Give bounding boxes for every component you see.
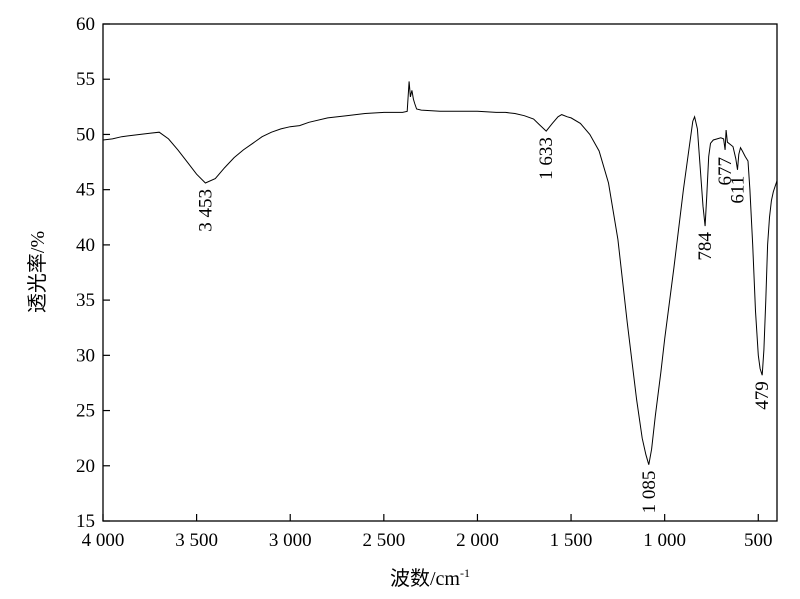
y-tick-label: 20 (76, 456, 95, 477)
y-tick-label: 25 (76, 401, 95, 422)
peak-label: 479 (752, 381, 773, 410)
axes (102, 23, 778, 522)
y-tick-label: 50 (76, 124, 95, 145)
x-tick-label: 4 000 (82, 530, 125, 551)
y-tick-label: 15 (76, 511, 95, 532)
peak-label: 611 (727, 176, 748, 204)
x-tick-label: 1 000 (643, 530, 686, 551)
peak-label: 1 633 (536, 137, 557, 180)
y-tick-label: 55 (76, 69, 95, 90)
plot-frame (102, 23, 778, 522)
x-axis-label: 波数/cm-1 (390, 566, 470, 590)
y-tick-label: 30 (76, 345, 95, 366)
x-tick-label: 3 000 (269, 530, 312, 551)
x-tick-label: 3 500 (175, 530, 218, 551)
peak-label: 3 453 (195, 189, 216, 232)
y-tick-label: 40 (76, 235, 95, 256)
x-tick-label: 500 (744, 530, 773, 551)
y-tick-label: 35 (76, 290, 95, 311)
y-tick-label: 60 (76, 14, 95, 35)
x-tick-label: 1 500 (550, 530, 593, 551)
x-tick-label: 2 500 (362, 530, 405, 551)
peak-label: 784 (695, 232, 716, 261)
spectrum-line (102, 81, 778, 465)
ticks: 4 000 3 500 3 000 2 500 2 000 1 500 1 000 500 15… (76, 14, 773, 551)
y-axis-label: 透光率/% (26, 231, 49, 313)
peak-label: 677 (715, 157, 736, 186)
x-tick-label: 2 000 (456, 530, 499, 551)
peak-label: 1 085 (639, 471, 660, 514)
y-tick-label: 45 (76, 180, 95, 201)
